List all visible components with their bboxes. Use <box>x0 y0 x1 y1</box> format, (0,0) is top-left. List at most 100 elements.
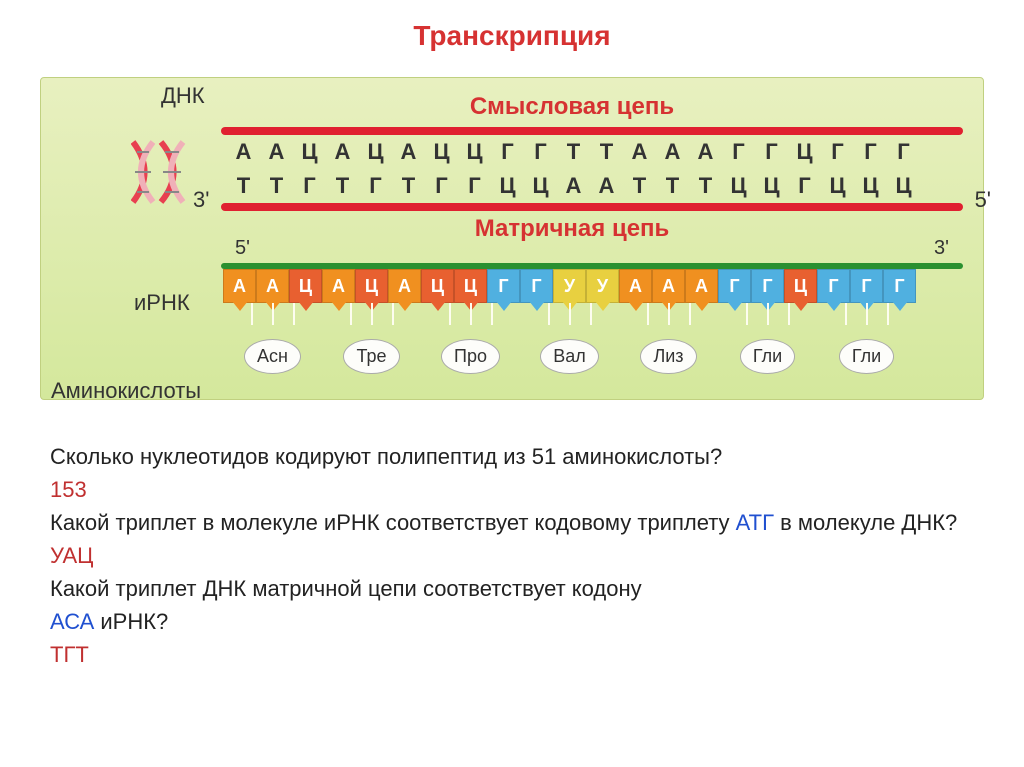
aa-stem <box>548 303 550 325</box>
aa-stem <box>845 303 847 325</box>
amino-acid-oval: Гли <box>740 339 795 374</box>
mrna-base: А <box>322 269 355 303</box>
sense-strand-title: Смысловая цепь <box>171 93 973 121</box>
mrna-base: Г <box>718 269 751 303</box>
mrna-arrow-tip <box>694 301 710 311</box>
nucleotide: А <box>260 139 293 165</box>
amino-acid-oval: Лиз <box>640 339 696 374</box>
nucleotide: Ц <box>359 139 392 165</box>
mrna-base: Ц <box>784 269 817 303</box>
aa-stem <box>788 303 790 325</box>
aa-stem <box>866 303 868 325</box>
aa-stem <box>449 303 451 325</box>
aa-stem <box>392 303 394 325</box>
q2-part-b: в молекуле ДНК? <box>774 510 957 535</box>
q2-triplet: АТГ <box>736 510 774 535</box>
mrna-sequence: ААЦАЦАЦЦГГУУАААГГЦГГГ <box>223 269 973 303</box>
aa-stem <box>668 303 670 325</box>
amino-acid-item: Вал <box>520 339 619 374</box>
nucleotide: Т <box>656 173 689 199</box>
template-strand-bar <box>221 203 963 211</box>
amino-acid-item: Про <box>421 339 520 374</box>
aa-stem <box>251 303 253 325</box>
mrna-arrow-tip <box>430 301 446 311</box>
aa-stem <box>470 303 472 325</box>
nucleotide: Г <box>788 173 821 199</box>
template-sequence: ТТГТГТГГЦЦААТТТЦЦГЦЦЦ <box>221 169 963 203</box>
mrna-arrow-tip <box>397 301 413 311</box>
question-3-line2: АСА иРНК? <box>50 605 974 638</box>
mrna-arrow-tip <box>529 301 545 311</box>
amino-acid-item: Гли <box>718 339 817 374</box>
nucleotide: А <box>227 139 260 165</box>
mrna-base: У <box>586 269 619 303</box>
mrna-base: А <box>652 269 685 303</box>
amino-acid-row: Асн Тре Про Вал Лиз Гли Гли <box>223 339 973 374</box>
mrna-arrow-tip <box>826 301 842 311</box>
nucleotide: Т <box>557 139 590 165</box>
amino-acid-item: Асн <box>223 339 322 374</box>
nucleotide: Г <box>425 173 458 199</box>
questions-block: Сколько нуклеотидов кодируют полипептид … <box>40 440 984 671</box>
nucleotide: Ц <box>821 173 854 199</box>
mrna-base: У <box>553 269 586 303</box>
nucleotide: Ц <box>722 173 755 199</box>
mrna-arrow-tip <box>232 301 248 311</box>
aa-stem <box>491 303 493 325</box>
nucleotide: Г <box>359 173 392 199</box>
transcription-diagram: ДНК Смысловая цепь 3' 5' ААЦАЦАЦЦГГТТААА… <box>40 77 984 400</box>
mrna-arrow-tip <box>298 301 314 311</box>
aa-stem <box>293 303 295 325</box>
mrna-base: Ц <box>355 269 388 303</box>
q3-codon: АСА <box>50 609 94 634</box>
answer-2: УАЦ <box>50 539 974 572</box>
mrna-base: А <box>619 269 652 303</box>
mrna-base: Г <box>817 269 850 303</box>
q3-tail: иРНК? <box>94 609 168 634</box>
nucleotide: Т <box>623 173 656 199</box>
mrna-label: иРНК <box>134 290 190 316</box>
mrna-arrow-tip <box>595 301 611 311</box>
aa-stem <box>569 303 571 325</box>
aa-stem <box>767 303 769 325</box>
nucleotide: Т <box>227 173 260 199</box>
amino-acid-oval: Тре <box>343 339 399 374</box>
amino-acid-oval: Гли <box>839 339 894 374</box>
mrna-arrow-tip <box>793 301 809 311</box>
mrna-base: Г <box>487 269 520 303</box>
mrna-base: А <box>256 269 289 303</box>
nucleotide: Ц <box>425 139 458 165</box>
nucleotide: Ц <box>788 139 821 165</box>
nucleotide: А <box>656 139 689 165</box>
nucleotide: Г <box>458 173 491 199</box>
mrna-base: Г <box>850 269 883 303</box>
amino-acid-oval: Вал <box>540 339 599 374</box>
nucleotide: Т <box>590 139 623 165</box>
q2-part-a: Какой триплет в молекуле иРНК соответств… <box>50 510 736 535</box>
mrna-arrow-tip <box>727 301 743 311</box>
nucleotide: А <box>392 139 425 165</box>
nucleotide: Г <box>821 139 854 165</box>
amino-acid-oval: Асн <box>244 339 301 374</box>
nucleotide: Т <box>260 173 293 199</box>
question-1: Сколько нуклеотидов кодируют полипептид … <box>50 440 974 473</box>
aa-stem <box>590 303 592 325</box>
amino-acid-item: Тре <box>322 339 421 374</box>
dna-5prime-right: 5' <box>975 187 991 213</box>
mrna-arrow-tip <box>496 301 512 311</box>
nucleotide: Г <box>854 139 887 165</box>
nucleotide: Г <box>293 173 326 199</box>
question-2: Какой триплет в молекуле иРНК соответств… <box>50 506 974 539</box>
aa-stem <box>887 303 889 325</box>
answer-3: ТГТ <box>50 638 974 671</box>
mrna-arrow-tip <box>892 301 908 311</box>
page-title: Транскрипция <box>40 20 984 52</box>
mrna-base: Г <box>883 269 916 303</box>
mrna-base: Г <box>520 269 553 303</box>
aa-stem <box>689 303 691 325</box>
aa-stem <box>647 303 649 325</box>
mrna-arrow-tip <box>628 301 644 311</box>
mrna-base: Г <box>751 269 784 303</box>
nucleotide: Г <box>722 139 755 165</box>
answer-1: 153 <box>50 473 974 506</box>
